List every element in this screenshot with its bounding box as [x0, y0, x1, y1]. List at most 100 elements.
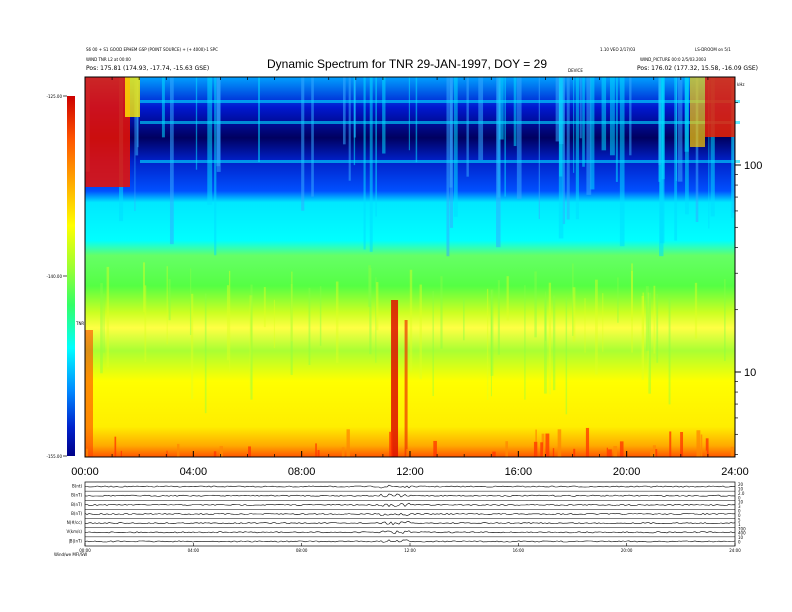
- spectrogram-streak: [375, 77, 377, 217]
- spectrogram-spot: [341, 447, 345, 457]
- spectrogram-streak: [555, 77, 561, 142]
- colorbar-ticks: -125.00 -140.00 -155.00: [47, 94, 67, 459]
- spectrogram-streak: [249, 295, 253, 390]
- spectrogram-streak: [228, 270, 231, 372]
- spectrogram-streak: [207, 77, 213, 205]
- panel-trace: [84, 493, 736, 498]
- spectrogram-streak: [463, 298, 465, 341]
- spectrogram-spot: [177, 443, 180, 457]
- spectrogram-streak: [731, 77, 734, 218]
- spectrogram-streak: [524, 285, 526, 400]
- spectrogram-streak: [319, 286, 322, 346]
- spectrogram-streak: [653, 285, 656, 354]
- spectrogram-streak: [544, 299, 547, 394]
- panel-x-ticks: 00:00 04:00 08:00 12:00 16:00 20:00 24:00: [79, 543, 741, 553]
- spectrogram-spot: [248, 446, 251, 457]
- spectrogram-streak: [617, 277, 619, 323]
- spectrogram-x-ticks: 00:00 04:00 08:00 12:00 16:00 20:00 24:00: [71, 77, 749, 478]
- panel-right-tick-label: 2.0: [738, 491, 745, 496]
- spectrogram-streak: [602, 293, 604, 352]
- panel-right-tick-label: 400: [738, 531, 746, 536]
- spectrogram-streak: [516, 77, 522, 199]
- header-axis-tag: DEVICE: [568, 68, 583, 73]
- panel-x-tick-label: 20:00: [621, 548, 633, 553]
- spectrogram-streak: [710, 77, 715, 217]
- spectrogram-spot: [492, 451, 496, 457]
- spectrogram-streak: [490, 290, 492, 397]
- spectrogram-spot: [650, 450, 654, 457]
- spectrogram-burst: [404, 320, 408, 457]
- spectrogram-streak: [291, 271, 293, 342]
- spectrogram-streak: [204, 293, 207, 414]
- spectrogram-streak: [661, 77, 665, 180]
- header-left-line3: Pos: 175.81 (174.93, -17.74, -15.63 GSE): [86, 65, 209, 72]
- x-tick-label: 24:00: [721, 466, 749, 478]
- spectrogram-streak: [579, 77, 582, 139]
- spectrogram-streak: [609, 77, 615, 156]
- spectrogram-streak: [166, 266, 168, 345]
- spectrogram-spot: [85, 448, 89, 457]
- spectrogram-streak: [290, 284, 293, 375]
- spectrogram-streak: [342, 77, 346, 145]
- spectrogram-spot: [585, 427, 590, 457]
- spectrogram-streak: [440, 276, 443, 349]
- panel-row-label: N(#/cc): [67, 520, 83, 525]
- spectrogram-streak: [595, 279, 598, 375]
- spectrogram-spot: [219, 446, 223, 457]
- spectrogram-streak: [106, 266, 110, 368]
- spectrogram-burst: [85, 330, 93, 457]
- spectrogram-spot: [619, 441, 624, 457]
- x-tick-label: 12:00: [396, 466, 424, 478]
- spectrogram-streak: [538, 77, 540, 220]
- panel-trace: [84, 502, 736, 507]
- spectrogram-streak: [668, 297, 671, 405]
- panel-x-tick-label: 24:00: [729, 548, 741, 553]
- spectrogram-spot: [389, 431, 393, 457]
- spectrogram-streak: [103, 293, 105, 353]
- spectrogram-streak: [506, 276, 509, 321]
- spectrogram-streak: [641, 295, 644, 380]
- spectrogram-streak: [648, 292, 651, 394]
- spectrogram-streak: [311, 77, 314, 197]
- spectrogram-streak: [631, 263, 633, 353]
- y-tick-label: 100: [744, 160, 762, 172]
- spectrogram-streak: [674, 77, 678, 241]
- panels-footer: Wind/we MFI/SW: [54, 552, 87, 557]
- chart-title: Dynamic Spectrum for TNR 29-JAN-1997, DO…: [267, 57, 547, 71]
- x-tick-label: 16:00: [505, 466, 533, 478]
- spectrogram-streak: [369, 77, 373, 252]
- x-tick-label: 08:00: [288, 466, 316, 478]
- spectrogram-streak: [368, 265, 371, 307]
- spectrogram-spot: [730, 446, 734, 457]
- spectrogram-streak: [584, 298, 586, 353]
- spectrogram-streak: [566, 77, 570, 220]
- spectrogram-line: [140, 160, 740, 163]
- spectrogram-streak: [708, 77, 710, 229]
- spectrogram-streak: [189, 268, 192, 336]
- spectrogram-streak: [453, 77, 458, 217]
- spectrogram-spot: [573, 448, 576, 457]
- panel-row-label: |B|(nT): [68, 538, 82, 543]
- spectrogram-streak: [301, 77, 305, 211]
- spectrogram-streak: [575, 77, 579, 220]
- spectrogram-streak: [449, 77, 454, 228]
- spectrogram-streaks: [85, 77, 740, 457]
- spectrogram-streak: [214, 77, 217, 256]
- header-right-line3: Pos: 176.02 (177.32, 15.58, -16.09 GSE): [637, 65, 758, 72]
- spectrogram-streak: [534, 271, 537, 338]
- spectrogram-spot: [346, 429, 350, 457]
- spectrogram-streak: [552, 295, 556, 391]
- spectrogram-streak: [513, 77, 517, 147]
- panel-x-tick-label: 16:00: [513, 548, 525, 553]
- x-tick-label: 04:00: [180, 466, 208, 478]
- spectrogram-streak: [548, 282, 552, 395]
- x-tick-label: 00:00: [71, 466, 99, 478]
- spectrogram-burst: [690, 77, 705, 147]
- panel-left-labels: B(nt) B(nT) B(nT) B(nT) N(#/cc) V(km/s) |B|(nT…: [66, 483, 82, 543]
- spectrogram-streak: [562, 77, 566, 225]
- spectrogram-spot: [433, 440, 437, 457]
- colorbar-tick-label: -125.00: [47, 94, 63, 99]
- spectrogram-streak: [415, 77, 418, 163]
- spectrogram-streak: [647, 292, 649, 378]
